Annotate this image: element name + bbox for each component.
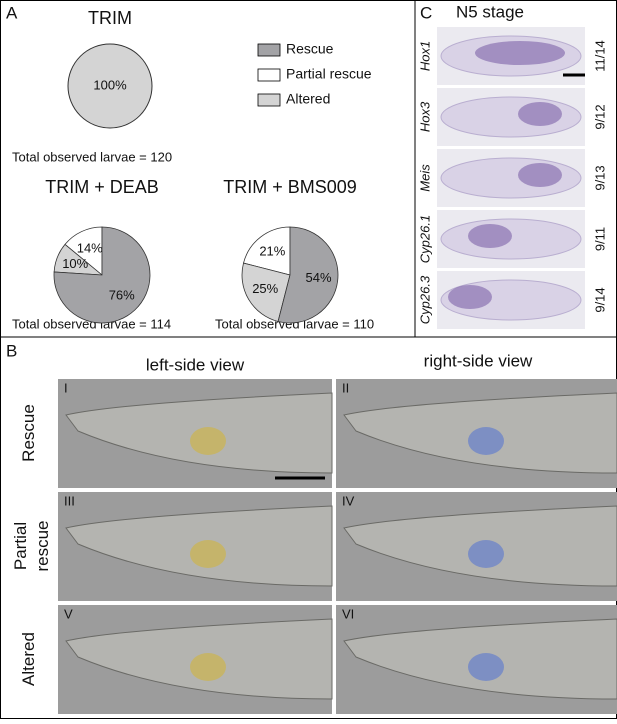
- panel-label: A: [6, 3, 18, 22]
- gene-label: Hox1: [417, 41, 432, 71]
- gene-label: Cyp26.1: [417, 215, 432, 263]
- column-header: right-side view: [424, 351, 533, 370]
- data-label: 54%: [306, 270, 332, 285]
- ratio-label: 11/14: [592, 40, 607, 72]
- legend-swatch: [257, 68, 281, 82]
- row-label: Partial rescue: [11, 520, 52, 571]
- numeral: VI: [342, 606, 354, 621]
- stain: [468, 540, 504, 568]
- panel-title: N5 stage: [456, 2, 524, 21]
- panel-label: C: [420, 3, 432, 22]
- stain: [475, 41, 565, 65]
- stain: [468, 653, 504, 681]
- legend-label: Altered: [286, 91, 330, 107]
- pie-slice: [277, 226, 339, 324]
- legend-label: Partial rescue: [286, 66, 372, 82]
- numeral: III: [64, 493, 75, 508]
- column-header: left-side view: [146, 355, 245, 374]
- pie-slice: [67, 43, 153, 129]
- row-label-line: Partial: [11, 522, 30, 570]
- chart-title: TRIM + DEAB: [45, 177, 159, 197]
- legend-swatch: [257, 43, 281, 57]
- data-label: 100%: [93, 77, 127, 92]
- chart-footnote: Total observed larvae = 120: [12, 149, 172, 164]
- pie-slice: [241, 262, 291, 322]
- ratio-label: 9/12: [592, 104, 607, 129]
- stain: [518, 163, 562, 187]
- pie-slice: [243, 226, 291, 276]
- data-label: 10%: [62, 256, 88, 271]
- data-label: 25%: [252, 281, 278, 296]
- gene-label: Hox3: [417, 101, 432, 132]
- gene-label: Cyp26.3: [417, 275, 432, 324]
- data-label: 21%: [259, 244, 285, 259]
- row-label-line: Rescue: [19, 404, 38, 462]
- legend-swatch: [257, 93, 281, 107]
- stain: [190, 427, 226, 455]
- chart-title: TRIM + BMS009: [223, 177, 357, 197]
- chart-footnote: Total observed larvae = 110: [215, 316, 374, 331]
- row-label: Altered: [19, 632, 38, 686]
- gene-label: Meis: [417, 164, 432, 192]
- numeral: IV: [342, 493, 355, 508]
- row-label-line: rescue: [33, 520, 52, 571]
- ratio-label: 9/13: [592, 165, 607, 190]
- numeral: V: [64, 606, 73, 621]
- stain: [468, 224, 512, 248]
- legend-label: Rescue: [286, 41, 334, 57]
- stain: [190, 540, 226, 568]
- data-label: 14%: [77, 240, 103, 255]
- numeral: II: [342, 380, 349, 395]
- numeral: I: [64, 380, 68, 395]
- stain: [518, 102, 562, 126]
- ratio-label: 9/14: [592, 287, 607, 312]
- pie-slice: [53, 226, 151, 324]
- data-label: 76%: [109, 287, 135, 302]
- stain: [448, 285, 492, 309]
- stain: [190, 653, 226, 681]
- panel-label: B: [6, 341, 17, 360]
- row-label-line: Altered: [19, 632, 38, 686]
- stain: [468, 427, 504, 455]
- ratio-label: 9/11: [592, 227, 607, 251]
- chart-title: TRIM: [88, 8, 132, 28]
- row-label: Rescue: [19, 404, 38, 462]
- chart-footnote: Total observed larvae = 114: [12, 316, 171, 331]
